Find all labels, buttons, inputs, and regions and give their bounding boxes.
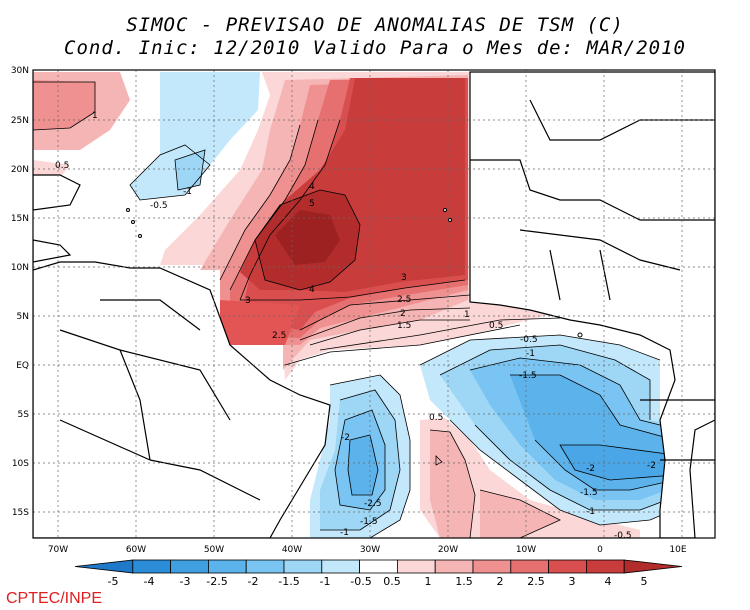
legend-swatch [623,559,683,574]
lat-label: 5S [18,410,30,420]
contour-label: -2.5 [364,499,382,509]
map-title-line1: SIMOC - PREVISAO DE ANOMALIAS DE TSM (C) [126,14,624,36]
contour-label: 1 [92,111,98,121]
contour-label: -2 [341,433,350,443]
contour-label: 5 [309,199,315,209]
map-title-line2: Cond. Inic: 12/2010 Valido Para o Mes de… [64,37,686,59]
legend-label: 0.5 [383,575,401,588]
contour-label: -1 [340,528,349,538]
legend-swatch [434,559,474,574]
legend-swatch [74,559,134,574]
lat-label: 30N [11,66,29,76]
contour-label: 3 [401,273,407,283]
contour-label: 1 [464,310,470,320]
warm-anomaly-region [33,72,640,538]
color-legend: -5 -4 -3 -2.5 -2 -1.5 -1 -0.5 0.5 1 1.5 … [74,559,683,588]
contour-label: -2 [586,464,595,474]
lat-label: 20N [11,165,29,175]
credit-label: CPTEC/INPE [6,590,103,607]
contour-label: 0.5 [429,413,443,423]
cold-anomaly-region [130,72,685,538]
legend-swatch [321,559,360,574]
contour-label: -1 [586,507,595,517]
lon-label: 30W [360,545,380,555]
contour-label: 4 [309,182,315,192]
legend-label: 1.5 [455,575,473,588]
longitude-labels: 70W 60W 50W 40W 30W 20W 10W 0 10E [48,545,687,555]
contour-label: -0.5 [614,531,632,541]
contour-label: 1.5 [397,321,411,331]
lat-label: 10S [12,459,29,469]
contour-label: 3 [245,296,251,306]
lon-label: 10W [516,545,536,555]
legend-label: -4 [144,575,155,588]
contour-label: 0.5 [489,321,503,331]
legend-swatches [74,559,683,574]
legend-swatch [548,559,587,574]
contour-label: -1 [183,187,192,197]
continents [33,71,715,538]
legend-label: -0.5 [350,575,371,588]
legend-label: 1 [425,575,432,588]
legend-label: 5 [641,575,648,588]
legend-swatch [207,559,247,574]
legend-swatch [283,559,323,574]
legend-label: -1.5 [278,575,299,588]
contour-label: -0.5 [150,201,168,211]
legend-swatch [586,559,625,574]
legend-label: -1 [320,575,331,588]
lon-label: 10E [669,545,686,555]
lat-lon-grid [33,70,715,538]
lon-label: 70W [48,545,68,555]
contour-label: 4 [309,285,315,295]
contour-label: -1.5 [580,488,598,498]
contour-label: -1.5 [519,371,537,381]
contour-label: 2.5 [272,331,286,341]
latitude-labels: 30N 25N 20N 15N 10N 5N EQ 5S 10S 15S [11,66,29,518]
islands [126,208,583,338]
lon-label: 40W [282,545,302,555]
contour-label: -1 [526,349,535,359]
map-frame [32,69,716,539]
legend-swatch [359,559,398,574]
lat-label: 10N [11,263,29,273]
legend-swatch [245,559,285,574]
contour-labels: 1 0.5 -1 -0.5 4 5 4 3 3 2.5 2 1.5 1 0.5 … [55,111,656,541]
legend-swatch [396,559,436,574]
lat-label: EQ [16,361,29,371]
legend-label: -5 [108,575,119,588]
lat-label: 25N [11,116,29,126]
legend-swatch [472,559,512,574]
lon-label: 0 [597,545,603,555]
legend-swatch [170,559,209,574]
legend-label: 4 [605,575,612,588]
legend-label: -2 [248,575,259,588]
contour-label: 0.5 [55,161,69,171]
legend-label: 2 [497,575,504,588]
legend-label: -3 [180,575,191,588]
contour-label: -0.5 [520,335,538,345]
lon-label: 60W [126,545,146,555]
lon-label: 20W [438,545,458,555]
legend-label: -2.5 [206,575,227,588]
legend-swatch [132,559,172,574]
contour-label: -2 [647,461,656,471]
legend-labels: -5 -4 -3 -2.5 -2 -1.5 -1 -0.5 0.5 1 1.5 … [108,575,648,588]
lat-label: 15N [11,214,29,224]
lat-label: 15S [12,508,29,518]
lon-label: 50W [204,545,224,555]
contour-label: 2 [400,309,406,319]
contour-label: 2.5 [397,295,411,305]
legend-swatch [510,559,549,574]
lat-label: 5N [17,312,29,322]
contour-lines [33,81,686,538]
legend-label: 2.5 [527,575,545,588]
legend-label: 3 [569,575,576,588]
contour-label: -1.5 [360,517,378,527]
